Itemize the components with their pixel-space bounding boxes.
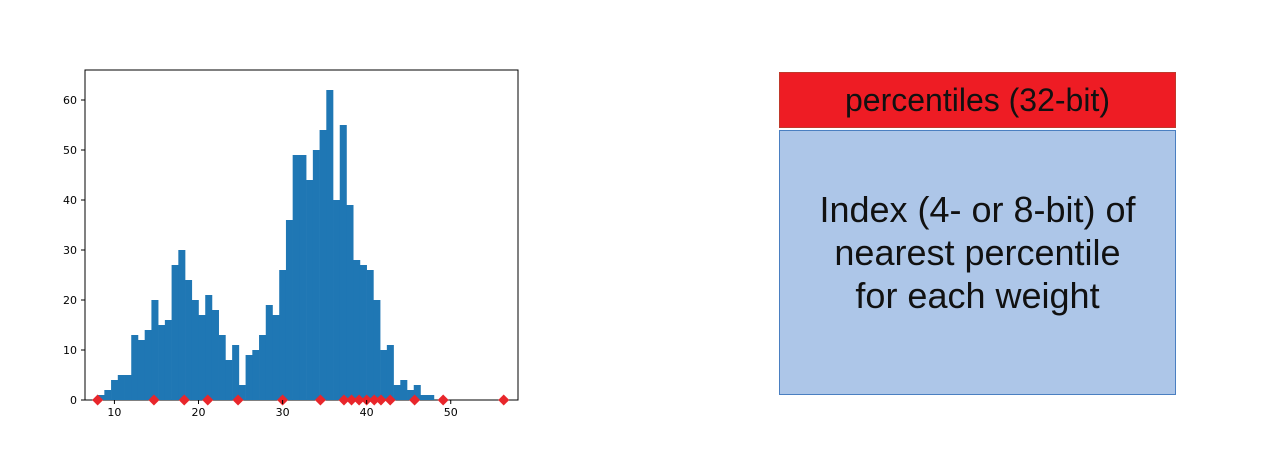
percentile-marker	[409, 394, 421, 406]
histogram-bar	[292, 155, 300, 400]
percentile-marker	[338, 394, 350, 406]
quantization-diagram: percentiles (32-bit) Index (4- or 8-bit)…	[779, 72, 1176, 395]
histogram-bar	[211, 310, 219, 400]
y-tick-label: 20	[63, 294, 77, 307]
y-tick-label: 40	[63, 194, 77, 207]
index-body-box: Index (4- or 8-bit) of nearest percentil…	[779, 130, 1176, 395]
histogram-bar	[252, 350, 260, 400]
percentile-marker	[314, 394, 326, 406]
x-tick-label: 40	[360, 406, 374, 419]
y-tick-label: 50	[63, 144, 77, 157]
histogram-bar	[259, 335, 267, 400]
histogram-bar	[427, 395, 435, 400]
histogram-bar	[333, 200, 341, 400]
percentile-marker	[92, 394, 104, 406]
percentile-marker	[498, 394, 510, 406]
histogram-bar	[245, 355, 253, 400]
percentile-marker	[232, 394, 244, 406]
histogram-bar	[373, 300, 381, 400]
histogram-bar	[171, 265, 179, 400]
histogram-chart: 10 20 30 40 50 0 10 20 30 40 50 60	[63, 69, 519, 419]
percentile-marker	[353, 394, 365, 406]
x-tick-label: 10	[107, 406, 121, 419]
histogram-bar	[359, 265, 367, 400]
histogram-bar	[97, 395, 105, 400]
histogram-bar	[191, 300, 199, 400]
histogram-bar	[238, 385, 246, 400]
percentile-marker	[202, 394, 214, 406]
histogram-bar	[279, 270, 287, 400]
y-tick-label: 60	[63, 94, 77, 107]
histogram-bar	[400, 380, 408, 400]
histogram-bar	[366, 270, 374, 400]
histogram-bar	[380, 350, 388, 400]
histogram-bar	[104, 390, 112, 400]
percentile-marker	[346, 394, 358, 406]
histogram-bar	[158, 325, 166, 400]
histogram-bar	[232, 345, 240, 400]
bars-layer	[97, 90, 435, 400]
histogram-bar	[420, 395, 428, 400]
histogram-bar	[285, 220, 293, 400]
histogram-bar	[205, 295, 213, 400]
percentile-marker	[384, 394, 396, 406]
index-body-text: Index (4- or 8-bit) of nearest percentil…	[819, 188, 1136, 317]
histogram-bar	[326, 90, 334, 400]
histogram-bar	[111, 380, 119, 400]
y-tick-label: 10	[63, 344, 77, 357]
percentiles-header-text: percentiles (32-bit)	[845, 81, 1110, 118]
histogram-bar	[312, 150, 320, 400]
histogram-bar	[346, 205, 354, 400]
histogram-bar	[353, 260, 361, 400]
histogram-bar	[265, 305, 273, 400]
histogram-bar	[225, 360, 233, 400]
x-tick-label: 20	[192, 406, 206, 419]
histogram-bar	[185, 280, 193, 400]
y-tick-label: 0	[70, 394, 77, 407]
histogram-bar	[393, 385, 401, 400]
histogram-bar	[386, 345, 394, 400]
percentiles-header-box: percentiles (32-bit)	[779, 72, 1176, 128]
percentile-marker	[148, 394, 160, 406]
histogram-bar	[413, 385, 421, 400]
histogram-bar	[339, 125, 347, 400]
histogram-bar	[198, 315, 206, 400]
histogram-bar	[306, 180, 314, 400]
histogram-bar	[272, 315, 280, 400]
x-tick-label: 50	[444, 406, 458, 419]
histogram-bar	[178, 250, 186, 400]
axes-layer: 10 20 30 40 50 0 10 20 30 40 50 60	[63, 94, 458, 419]
histogram-bar	[218, 335, 226, 400]
histogram-bar	[164, 320, 172, 400]
percentile-marker	[437, 394, 449, 406]
histogram-bar	[131, 335, 139, 400]
y-tick-label: 30	[63, 244, 77, 257]
histogram-bar	[319, 130, 327, 400]
histogram-bar	[151, 300, 159, 400]
percentile-marker	[368, 394, 380, 406]
histogram-bar	[124, 375, 132, 400]
x-tick-label: 30	[276, 406, 290, 419]
percentile-marker	[375, 394, 387, 406]
percentile-marker	[178, 394, 190, 406]
histogram-bar	[299, 155, 307, 400]
histogram-bar	[144, 330, 152, 400]
histogram-bar	[117, 375, 125, 400]
histogram-bar	[137, 340, 145, 400]
histogram-bar	[407, 390, 415, 400]
